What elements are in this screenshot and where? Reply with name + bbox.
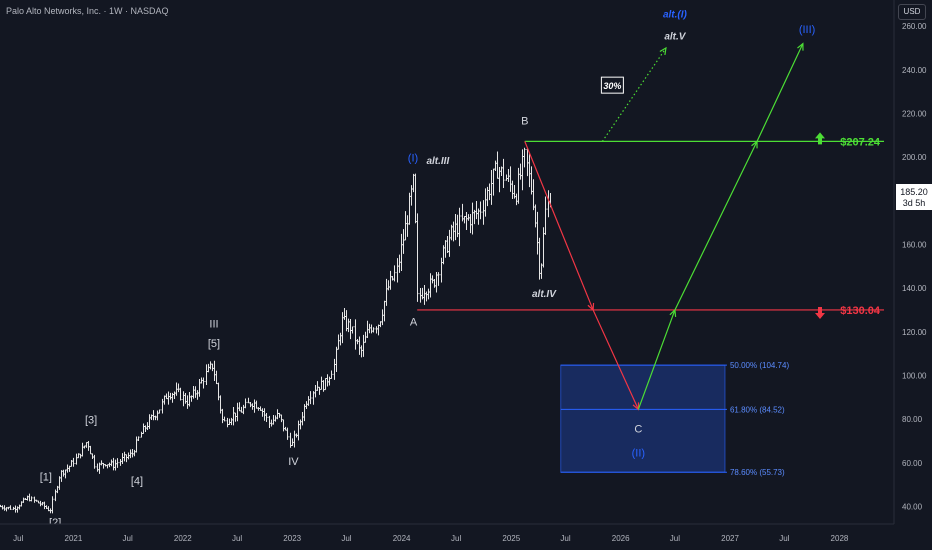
support-label: $130.04 — [840, 305, 881, 317]
wave-label: [3] — [85, 415, 97, 427]
wave-label: [5] — [208, 338, 220, 350]
x-tick-label: 2027 — [721, 534, 739, 543]
x-tick-label: 2025 — [502, 534, 520, 543]
x-tick-label: Jul — [451, 534, 461, 543]
price-levels: $207.24 $130.04 — [417, 132, 884, 319]
wave-label: B — [521, 115, 528, 127]
wave-label: [4] — [131, 476, 143, 488]
y-tick-label: 40.00 — [902, 503, 923, 512]
bullish-projection-line-arrowhead — [669, 308, 677, 317]
fib-zone-box — [560, 364, 726, 473]
projection-lines: 30% — [524, 42, 804, 411]
y-tick-label: 160.00 — [902, 241, 927, 250]
wave-label: alt.(I) — [663, 9, 688, 20]
wave-label: alt.III — [426, 156, 449, 167]
currency-button[interactable]: USD — [898, 4, 926, 20]
y-tick-label: 120.00 — [902, 328, 927, 337]
right-axis-badges: 185.20 3d 5h — [896, 184, 932, 210]
wave-label: alt.IV — [532, 289, 557, 300]
x-tick-label: Jul — [779, 534, 789, 543]
up-arrow-icon — [815, 132, 825, 145]
x-tick-label: Jul — [123, 534, 133, 543]
x-tick-label: Jul — [232, 534, 242, 543]
x-tick-label: Jul — [670, 534, 680, 543]
down-arrow-icon — [815, 306, 825, 319]
probability-box — [600, 76, 624, 94]
probability-label: 30% — [603, 81, 621, 91]
x-tick-label: 2028 — [831, 534, 849, 543]
bullish-projection-line-arrowhead — [751, 140, 758, 149]
x-tick-label: Jul — [341, 534, 351, 543]
bullish-projection-line — [637, 43, 804, 410]
wave-label: (III) — [799, 24, 816, 36]
y-tick-label: 100.00 — [902, 372, 927, 381]
wave-label: (I) — [408, 153, 418, 165]
x-tick-label: 2022 — [174, 534, 192, 543]
x-tick-label: Jul — [560, 534, 570, 543]
x-tick-label: Jul — [13, 534, 23, 543]
y-tick-label: 60.00 — [902, 459, 923, 468]
axis-ticks: 40.00 60.00 80.00 100.00 120.00 140.00 160.00 1… — [13, 22, 927, 543]
alternate-projection-line — [601, 47, 667, 142]
alternate-projection-line-arrowhead — [659, 46, 667, 56]
bearish-projection-line-arrowhead — [587, 302, 595, 312]
x-tick-label: 2026 — [612, 534, 630, 543]
x-tick-label: 2023 — [283, 534, 301, 543]
fibonacci-zone: 50.00% (104.74) 61.80% (84.52) 78.60% (55.… — [560, 361, 789, 477]
current-price-label: 185.20 — [900, 187, 928, 197]
y-tick-label: 80.00 — [902, 415, 923, 424]
wave-label: III — [209, 319, 218, 331]
y-tick-label: 220.00 — [902, 110, 927, 119]
wave-label: IV — [288, 456, 299, 468]
wave-label: (II) — [632, 447, 645, 459]
fib-level-label: 61.80% (84.52) — [730, 405, 785, 414]
x-tick-label: 2024 — [393, 534, 411, 543]
resistance-label: $207.24 — [840, 136, 881, 148]
bar-countdown-label: 3d 5h — [903, 198, 926, 208]
fib-level-label: 50.00% (104.74) — [730, 361, 789, 370]
price-series — [0, 147, 552, 514]
y-tick-label: 200.00 — [902, 153, 927, 162]
fib-level-label: 78.60% (55.73) — [730, 468, 785, 477]
wave-label: A — [410, 316, 418, 328]
y-tick-label: 260.00 — [902, 22, 927, 31]
x-tick-label: 2021 — [65, 534, 83, 543]
wave-label: alt.V — [664, 31, 686, 42]
wave-label: C — [634, 423, 642, 435]
chart-header-title: Palo Alto Networks, Inc. · 1W · NASDAQ — [6, 6, 169, 16]
bullish-projection-line-arrowhead — [797, 42, 804, 51]
wave-label: [1] — [40, 471, 52, 483]
y-tick-label: 140.00 — [902, 284, 927, 293]
y-tick-label: 240.00 — [902, 66, 927, 75]
